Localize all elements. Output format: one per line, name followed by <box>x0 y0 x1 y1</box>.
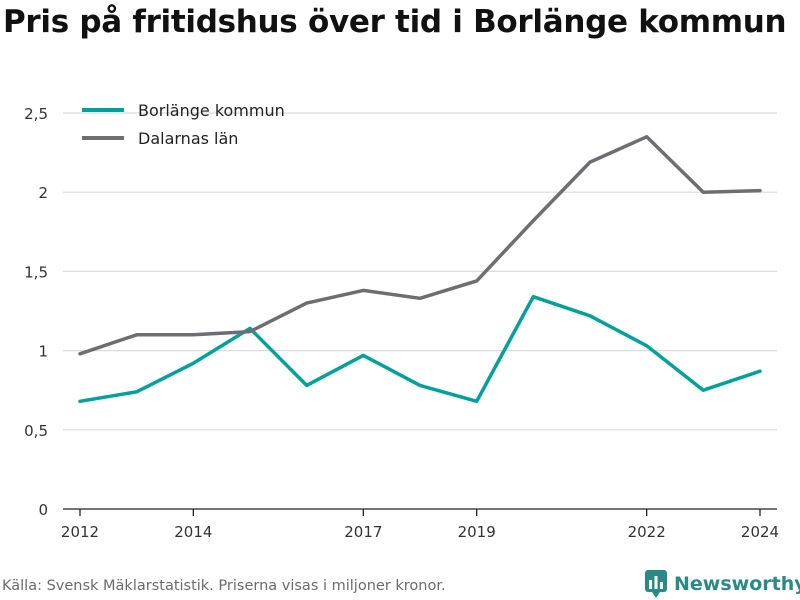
y-tick-label: 0,5 <box>24 422 48 440</box>
chart-title: Pris på fritidshus över tid i Borlänge k… <box>3 4 787 40</box>
x-tick-label: 2012 <box>61 523 99 541</box>
x-tick-label: 2019 <box>458 523 496 541</box>
x-tick-label: 2017 <box>344 523 382 541</box>
newsworthy-logo: Newsworthy <box>645 569 800 599</box>
newsworthy-logo-text: Newsworthy <box>674 573 800 595</box>
y-tick-label: 0 <box>38 501 48 519</box>
legend-label: Borlänge kommun <box>138 101 285 120</box>
y-tick-label: 2,5 <box>24 105 48 123</box>
grid-lines <box>63 112 777 431</box>
series-lines <box>78 135 762 404</box>
line-chart: 0 0,5 1 1,5 2 2,5 2012 2014 2017 2019 2022 2024 Bo… <box>24 101 779 541</box>
legend: Borlänge kommun Dalarnas län <box>82 101 285 148</box>
x-axis: 2012 2014 2017 2019 2022 2024 <box>61 508 779 541</box>
y-tick-label: 1,5 <box>24 263 48 281</box>
y-tick-label: 2 <box>38 184 48 202</box>
y-axis: 0 0,5 1 1,5 2 2,5 <box>24 105 48 519</box>
source-note: Källa: Svensk Mäklarstatistik. Priserna … <box>2 578 446 594</box>
newsworthy-logo-icon <box>645 570 667 598</box>
y-tick-label: 1 <box>38 343 48 361</box>
series-line <box>78 294 762 404</box>
x-tick-label: 2022 <box>628 523 666 541</box>
x-tick-label: 2014 <box>174 523 212 541</box>
series-line <box>78 135 762 356</box>
legend-label: Dalarnas län <box>138 129 238 148</box>
x-tick-label: 2024 <box>741 523 779 541</box>
